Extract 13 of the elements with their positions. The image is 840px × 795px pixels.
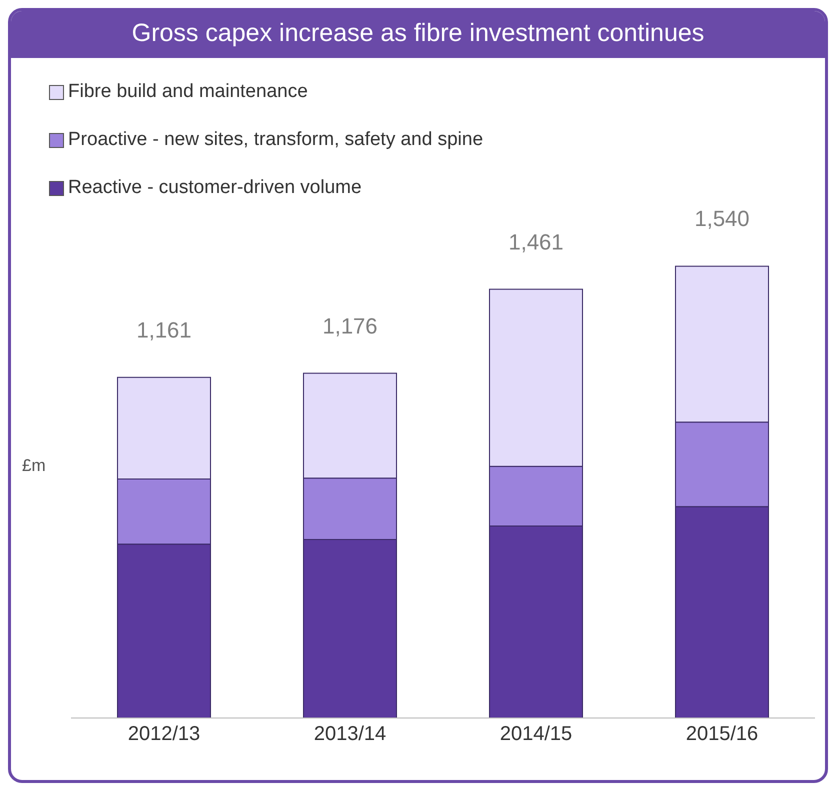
annotation: 1,461 — [508, 229, 564, 254]
annotation: 1,176 — [322, 313, 378, 338]
x-tick-label: 2012/13 — [128, 723, 200, 746]
legend-label: Reactive - customer-driven volume — [68, 177, 362, 199]
annotation: 1,540 — [694, 206, 750, 232]
x-tick-label: 2013/14 — [314, 723, 386, 746]
x-tick-label: 2014/15 — [500, 723, 572, 746]
annotation: 1,161 — [136, 317, 192, 342]
x-tick-label: 2015/16 — [686, 723, 758, 746]
chart-title: Gross capex increase as fibre investment continues — [11, 11, 825, 58]
y-axis-title: £m — [22, 456, 46, 476]
legend-label: Fibre build and maintenance — [68, 81, 308, 103]
legend-label: Proactive - new sites, transform, safety and spine — [68, 129, 484, 151]
